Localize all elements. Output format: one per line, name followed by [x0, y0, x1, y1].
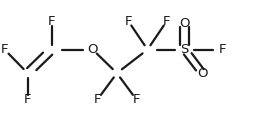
- Text: F: F: [48, 15, 56, 28]
- Text: F: F: [219, 43, 227, 56]
- Text: F: F: [1, 43, 8, 56]
- Text: O: O: [197, 67, 208, 80]
- Text: F: F: [163, 15, 170, 28]
- Text: F: F: [125, 15, 132, 28]
- Text: O: O: [179, 17, 190, 30]
- Text: F: F: [24, 93, 31, 106]
- Text: S: S: [180, 43, 189, 56]
- Text: F: F: [132, 93, 140, 106]
- Text: F: F: [94, 93, 102, 106]
- Text: O: O: [87, 43, 98, 56]
